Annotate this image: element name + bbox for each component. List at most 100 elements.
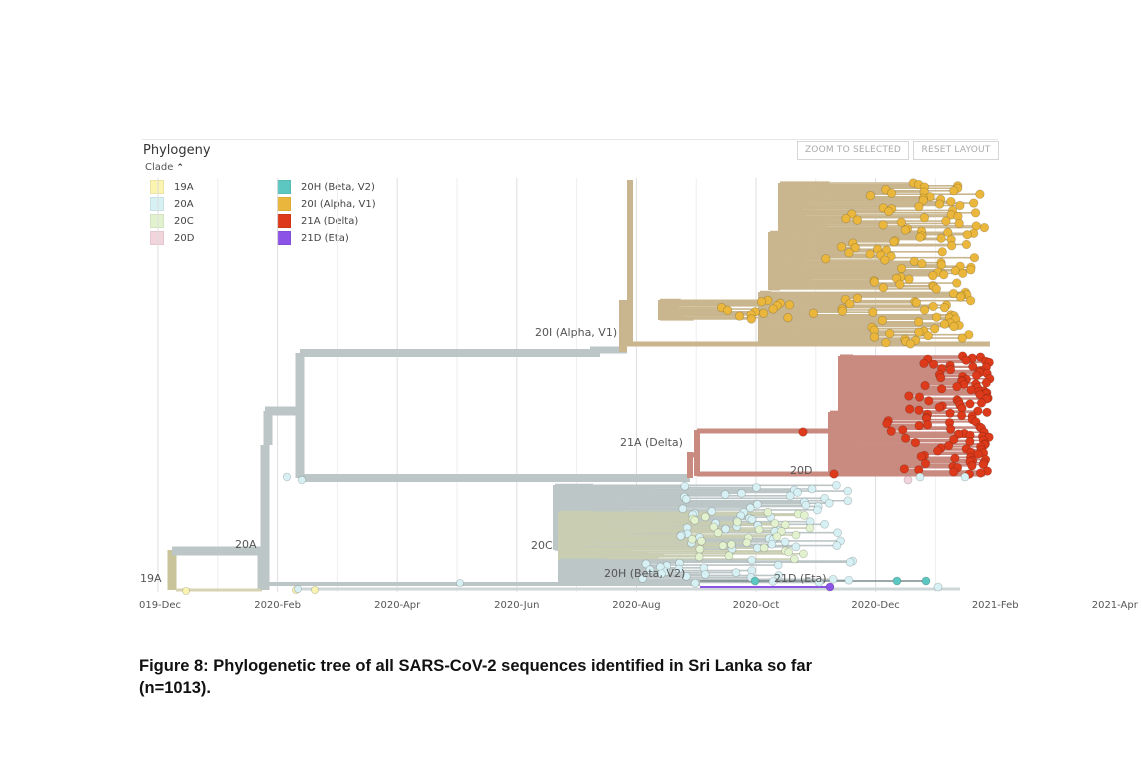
clade-label: 21A (Delta) bbox=[620, 436, 683, 449]
clade-label: 20A bbox=[235, 538, 257, 551]
tip bbox=[973, 449, 983, 459]
tip bbox=[979, 222, 990, 233]
tip bbox=[975, 189, 985, 199]
tip bbox=[791, 542, 801, 552]
tip bbox=[969, 198, 979, 208]
tip bbox=[310, 586, 319, 595]
tip bbox=[455, 579, 464, 588]
legend-item[interactable]: 20A bbox=[150, 197, 194, 211]
tip bbox=[973, 406, 983, 416]
tip bbox=[882, 418, 892, 429]
tip bbox=[945, 424, 956, 434]
tip bbox=[753, 499, 762, 509]
tip bbox=[935, 372, 946, 383]
tip bbox=[930, 324, 940, 334]
legend-label: 21D (Eta) bbox=[301, 233, 349, 244]
x-tick-label: 2020-Aug bbox=[612, 600, 660, 611]
tip bbox=[905, 404, 915, 414]
legend-label: 20A bbox=[174, 199, 194, 210]
tip bbox=[937, 247, 948, 257]
tip bbox=[928, 359, 939, 369]
tip bbox=[945, 408, 955, 418]
tip bbox=[814, 577, 824, 587]
legend-label: 20H (Beta, V2) bbox=[301, 182, 375, 193]
tip bbox=[920, 380, 930, 391]
tip bbox=[943, 227, 953, 238]
tip bbox=[950, 453, 960, 463]
tip bbox=[922, 420, 933, 430]
tip bbox=[910, 437, 921, 448]
clade-label: 20C bbox=[531, 539, 553, 552]
tip bbox=[946, 241, 957, 251]
x-tick-label: 019-Dec bbox=[139, 600, 181, 611]
tip bbox=[900, 433, 911, 443]
tip bbox=[918, 195, 928, 206]
tip bbox=[836, 242, 847, 252]
legend-item[interactable]: 20D bbox=[150, 231, 194, 245]
tip bbox=[965, 399, 975, 409]
tip bbox=[917, 258, 927, 269]
tip bbox=[694, 552, 704, 562]
legend-swatch bbox=[150, 180, 164, 194]
tip bbox=[783, 312, 793, 323]
phylogeny-tree[interactable]: 19A 20A 20I (Alpha, V1) 21A (Delta) 20D 20C 20… bbox=[0, 0, 1141, 640]
tip bbox=[820, 519, 829, 529]
legend-item[interactable]: 20H (Beta, V2) bbox=[277, 180, 375, 194]
tip bbox=[758, 308, 769, 318]
caption-line-1: Figure 8: Phylogenetic tree of all SARS-… bbox=[139, 657, 812, 675]
tip bbox=[773, 560, 783, 570]
tip bbox=[852, 215, 863, 225]
tip bbox=[774, 571, 784, 580]
tip bbox=[965, 295, 976, 306]
tip bbox=[770, 518, 780, 528]
legend-swatch bbox=[150, 231, 164, 245]
tip bbox=[722, 305, 733, 316]
tip bbox=[293, 585, 302, 594]
tip bbox=[843, 486, 853, 496]
tip bbox=[915, 232, 925, 242]
tip bbox=[941, 216, 951, 226]
legend-swatch bbox=[150, 214, 164, 228]
tip bbox=[914, 201, 924, 212]
tip bbox=[799, 510, 809, 520]
zoom-to-selected-button[interactable]: ZOOM TO SELECTED bbox=[797, 141, 909, 160]
reset-layout-button[interactable]: RESET LAYOUT bbox=[913, 141, 999, 160]
legend-item[interactable]: 20C bbox=[150, 214, 194, 228]
clade-label: 20D bbox=[790, 464, 812, 477]
tip bbox=[896, 263, 907, 274]
tip bbox=[949, 434, 959, 445]
tip bbox=[697, 536, 706, 546]
tip bbox=[920, 458, 931, 469]
tip bbox=[852, 293, 863, 303]
tip bbox=[798, 427, 808, 437]
clade-labels: 19A 20A 20I (Alpha, V1) 21A (Delta) 20D 20C 20… bbox=[140, 326, 827, 585]
tip bbox=[829, 469, 839, 479]
tip bbox=[869, 277, 880, 287]
clade-label: 20H (Beta, V2) bbox=[604, 567, 685, 580]
tip bbox=[981, 378, 992, 388]
tip bbox=[732, 517, 742, 527]
tip bbox=[805, 523, 815, 533]
tip bbox=[707, 507, 717, 516]
tip bbox=[682, 571, 691, 581]
tip bbox=[784, 300, 795, 310]
tip bbox=[939, 270, 949, 280]
tip bbox=[949, 321, 959, 332]
legend-item[interactable]: 19A bbox=[150, 180, 194, 194]
tip bbox=[931, 284, 942, 294]
panel-top-border bbox=[142, 139, 998, 140]
tip bbox=[904, 274, 914, 284]
tip bbox=[923, 331, 933, 341]
tip bbox=[881, 337, 891, 348]
tip bbox=[966, 265, 976, 275]
tip bbox=[945, 364, 956, 375]
tip bbox=[968, 361, 978, 372]
tip bbox=[763, 507, 773, 517]
tip bbox=[297, 475, 307, 485]
tip bbox=[808, 308, 819, 318]
tip bbox=[892, 576, 902, 586]
tip bbox=[946, 196, 956, 207]
color-by-toggle[interactable]: Clade ⌃ bbox=[145, 162, 184, 173]
tip bbox=[777, 526, 786, 536]
tip bbox=[841, 213, 851, 224]
